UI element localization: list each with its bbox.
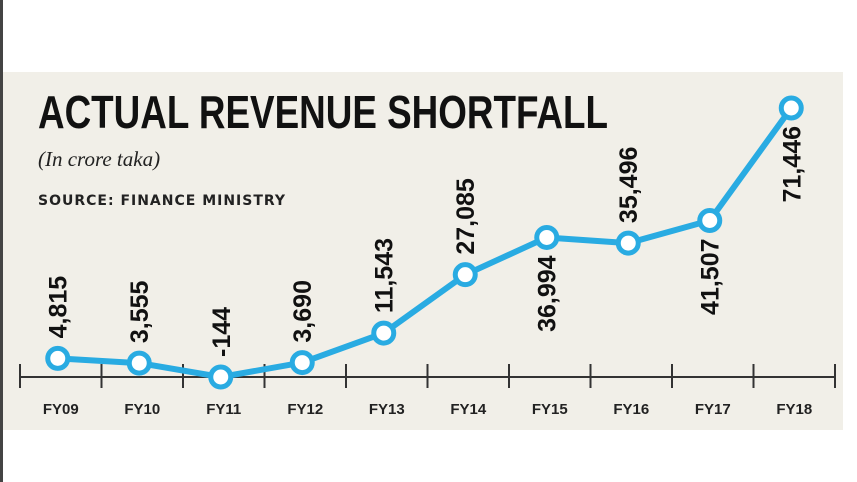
x-tick-label: FY10 — [124, 401, 160, 418]
chart-subtitle: (In crore taka) — [38, 147, 160, 171]
x-tick-label: FY17 — [695, 401, 731, 418]
data-point — [45, 345, 71, 371]
data-label: 3,690 — [289, 280, 317, 343]
data-label: 3,555 — [126, 280, 154, 343]
data-point — [615, 230, 641, 256]
x-tick-label: FY13 — [369, 401, 405, 418]
x-tick-label: FY12 — [287, 401, 323, 418]
data-point — [208, 364, 234, 390]
x-tick-label: FY11 — [206, 401, 241, 418]
data-point — [534, 224, 560, 250]
x-tick-label: FY09 — [43, 401, 79, 418]
x-tick-label: FY15 — [532, 401, 568, 418]
chart-title: ACTUAL REVENUE SHORTFALL — [38, 86, 608, 138]
data-label: -144 — [208, 307, 236, 357]
data-point — [289, 350, 315, 376]
data-label: 36,994 — [534, 255, 562, 332]
data-label: 71,446 — [778, 126, 806, 202]
data-label: 35,496 — [615, 147, 643, 223]
data-label: 11,543 — [371, 238, 399, 313]
data-point — [371, 320, 397, 346]
x-tick-label: FY16 — [613, 401, 649, 418]
left-edge — [0, 0, 3, 482]
chart-source: SOURCE: FINANCE MINISTRY — [38, 193, 286, 209]
data-point — [778, 95, 804, 121]
x-tick-label: FY18 — [776, 401, 812, 418]
data-point — [452, 262, 478, 288]
data-label: 41,507 — [697, 238, 725, 314]
data-point — [697, 207, 723, 233]
x-tick-label: FY14 — [450, 401, 487, 418]
data-line — [57, 106, 794, 380]
data-label: 4,815 — [45, 276, 73, 339]
data-label: 27,085 — [452, 178, 480, 255]
data-point — [126, 350, 152, 376]
